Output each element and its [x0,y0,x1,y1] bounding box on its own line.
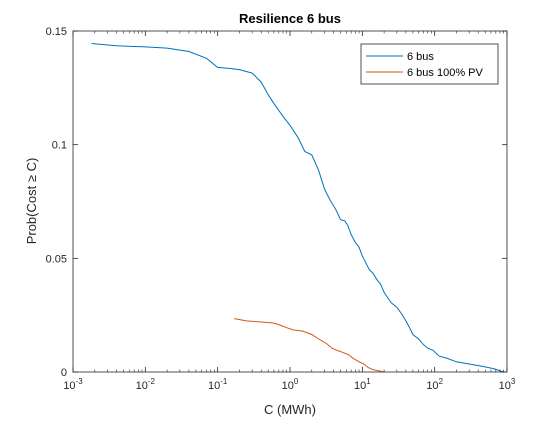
x-tick-exponent: 0 [294,377,299,386]
x-tick-base: 10 [63,380,75,392]
legend-label-6-bus: 6 bus [407,51,434,63]
y-axis-ticks: 0 0.05 0.1 0.15 [46,26,507,379]
x-axis-label: C (MWh) [264,402,316,417]
x-tick-exponent: 3 [511,377,516,386]
x-tick-base: 10 [426,380,438,392]
y-axis-label: Prob(Cost ≥ C) [24,158,39,245]
x-tick-base: 10 [499,380,511,392]
x-axis-ticks: 10-3 10-2 10-1 100 101 102 103 [63,31,516,392]
x-tick-label: 101 [354,377,371,392]
x-tick-base: 10 [354,380,366,392]
series-line-6-bus-100-pv [234,318,385,373]
x-tick-label: 10-2 [136,377,156,392]
x-tick-exponent: -1 [220,377,228,386]
y-tick-label: 0 [61,367,67,379]
plot-area [73,31,507,372]
y-tick-label: 0.1 [52,140,67,152]
x-tick-exponent: 2 [439,377,444,386]
x-tick-label: 103 [499,377,516,392]
legend-box [360,43,499,85]
chart-title: Resilience 6 bus [239,11,341,26]
x-tick-exponent: 1 [366,377,371,386]
x-tick-base: 10 [136,380,148,392]
x-tick-label: 102 [426,377,443,392]
x-tick-base: 10 [208,380,220,392]
legend-label-6-bus-100-pv: 6 bus 100% PV [407,67,483,79]
y-tick-label: 0.15 [46,26,67,38]
y-tick-label: 0.05 [46,253,67,265]
x-tick-base: 10 [282,380,294,392]
x-tick-label: 10-1 [208,377,228,392]
x-tick-label: 10-3 [63,377,83,392]
series-line-6-bus [91,43,504,373]
x-tick-exponent: -2 [148,377,156,386]
series-layer [91,43,504,373]
x-tick-exponent: -3 [76,377,84,386]
legend: 6 bus 6 bus 100% PV [360,43,499,85]
x-tick-label: 100 [282,377,299,392]
